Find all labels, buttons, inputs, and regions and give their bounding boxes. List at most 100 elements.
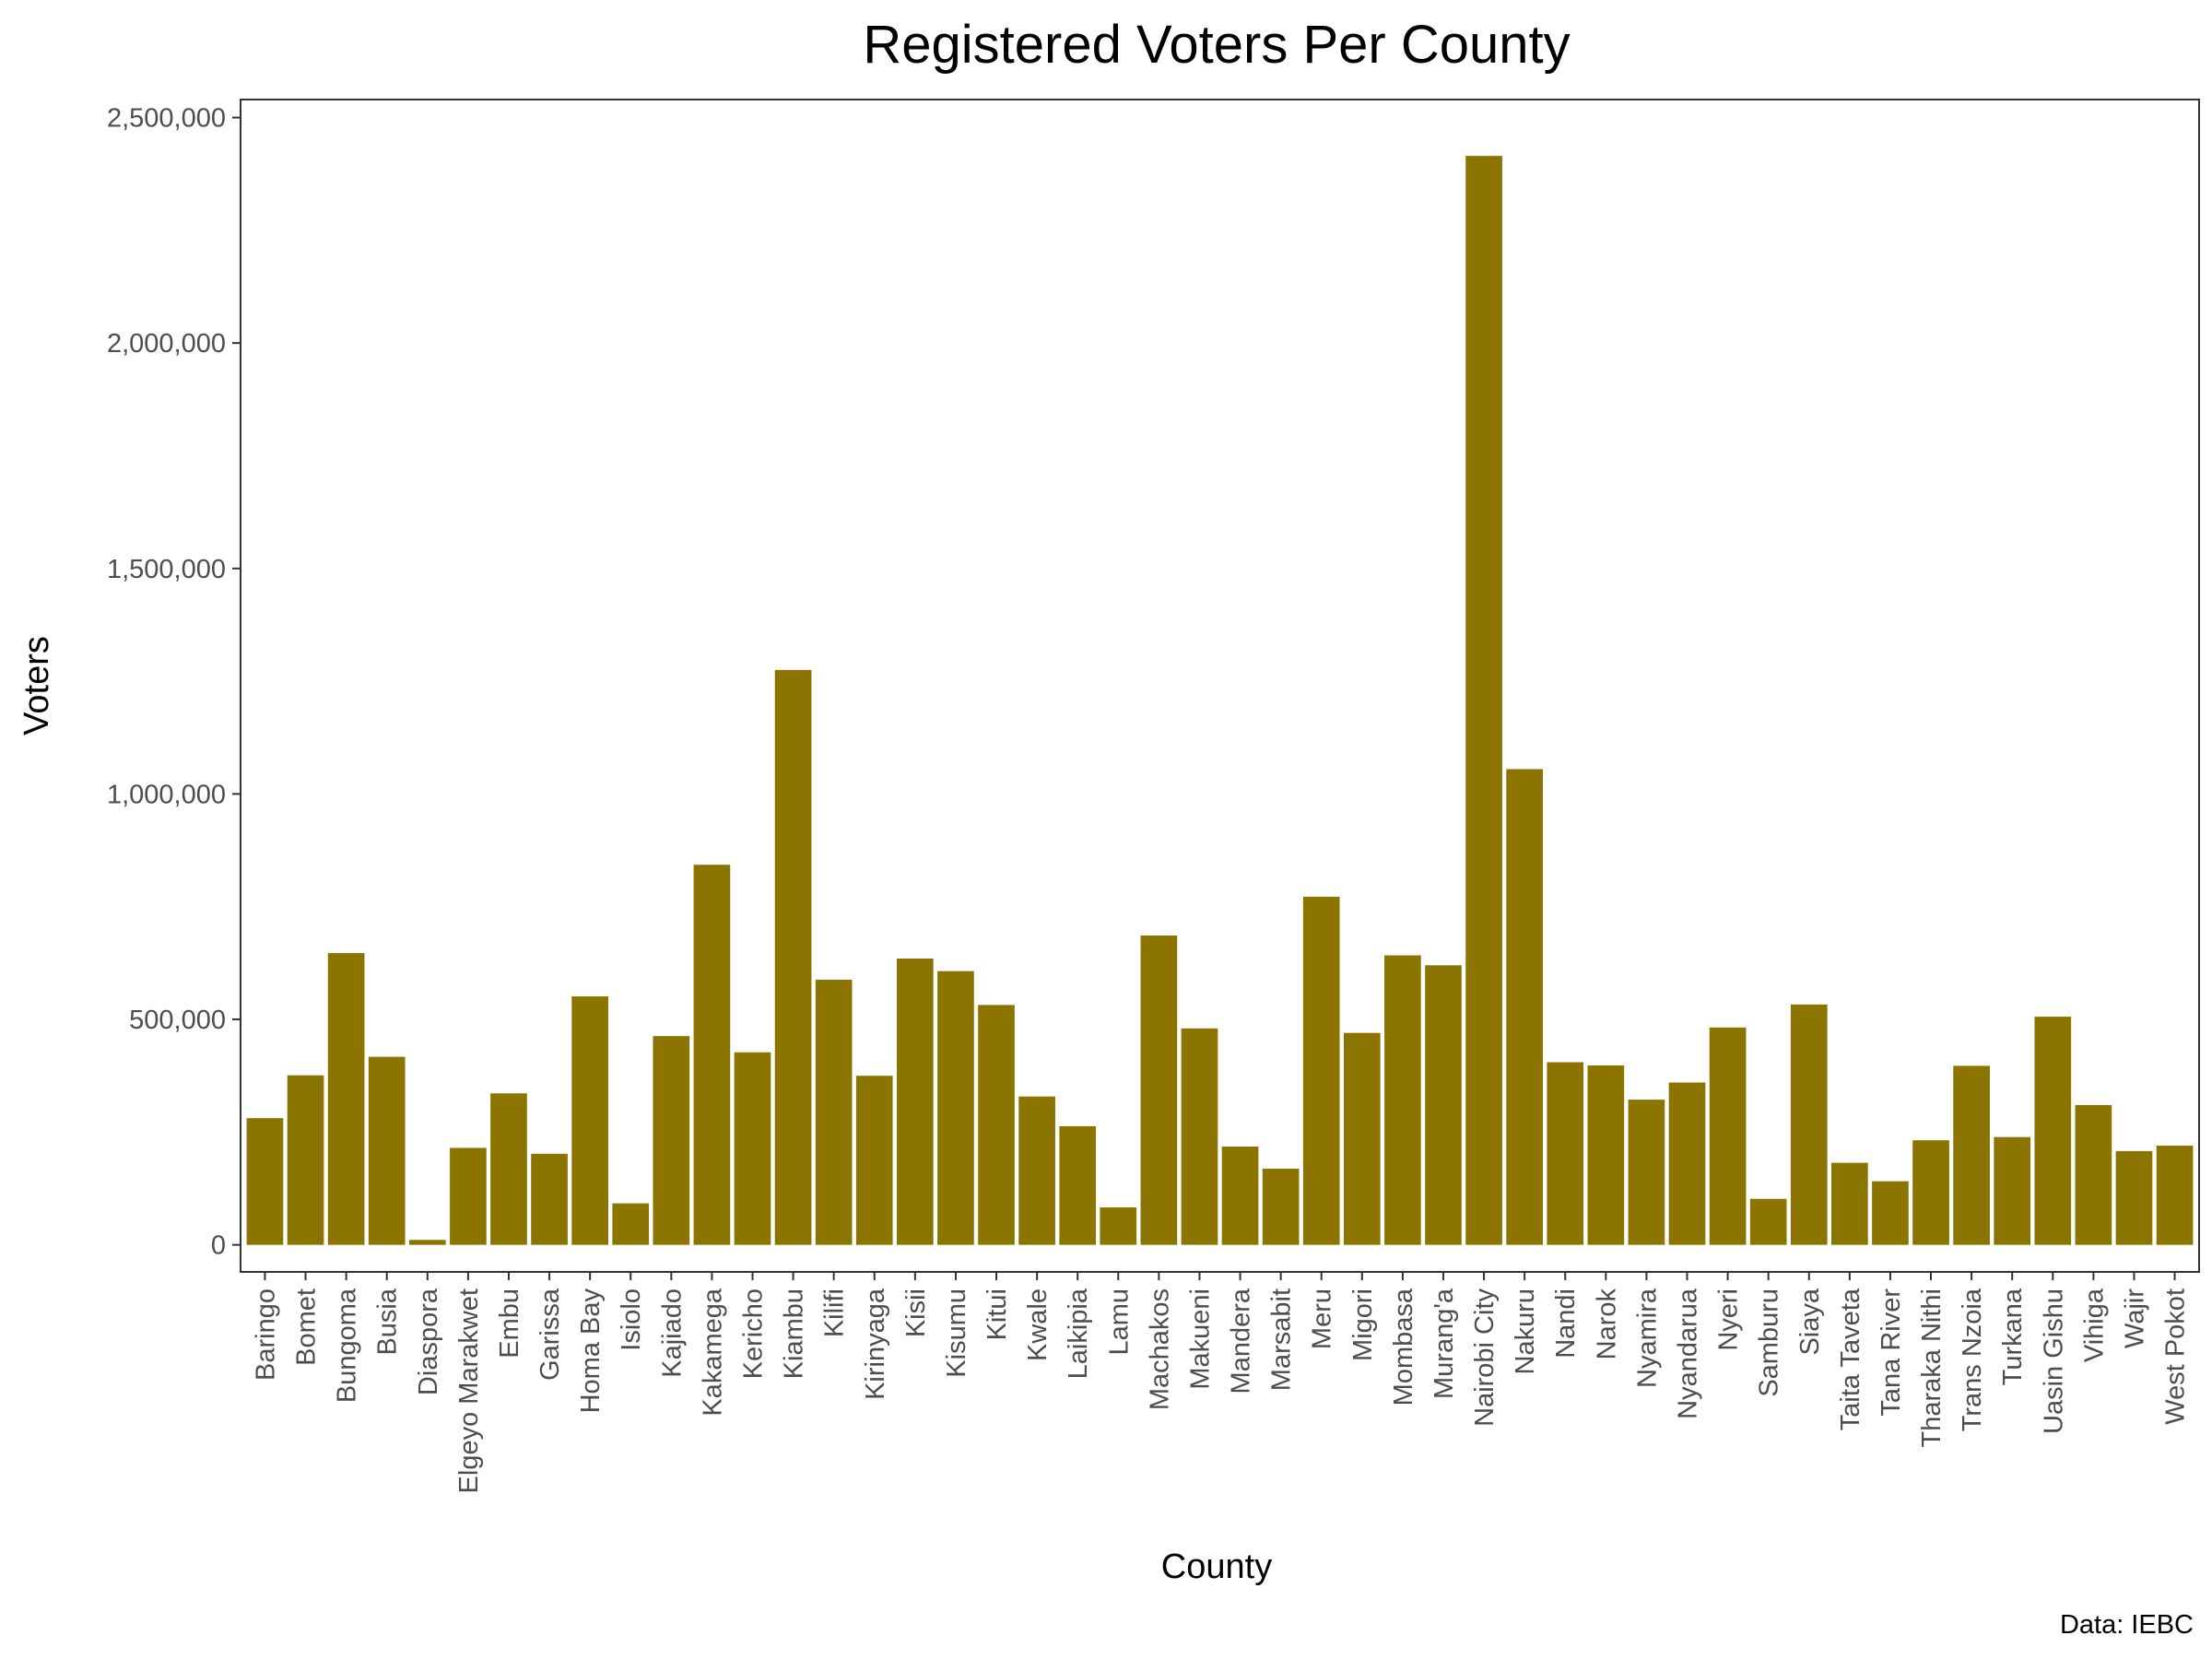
bar-bomet	[287, 1075, 324, 1245]
x-tick-label: Garissa	[535, 1288, 565, 1381]
bar-samburu	[1749, 1198, 1787, 1245]
bar-siaya	[1790, 1004, 1828, 1245]
bar-kwale	[1018, 1096, 1055, 1245]
y-tick-label: 1,500,000	[107, 555, 226, 584]
x-tick-label: Murang'a	[1430, 1288, 1459, 1399]
bar-kitui	[978, 1005, 1015, 1245]
x-tick-label: Samburu	[1755, 1288, 1784, 1397]
bar-trans-nzoia	[1953, 1065, 1990, 1245]
x-tick-label: Mombasa	[1389, 1288, 1418, 1406]
x-tick-label: Baringo	[251, 1288, 280, 1381]
x-tick-label: Nyamira	[1632, 1288, 1662, 1388]
bars	[246, 156, 2194, 1245]
bar-laikipia	[1059, 1125, 1097, 1245]
y-tick-label: 1,000,000	[107, 780, 226, 809]
x-tick-label: Uasin Gishu	[2039, 1288, 2068, 1434]
bar-kiambu	[774, 669, 812, 1245]
x-tick-label: Bungoma	[333, 1288, 362, 1403]
x-tick-label: Busia	[373, 1288, 403, 1355]
bar-nakuru	[1506, 769, 1543, 1245]
x-tick-label: Nakuru	[1511, 1288, 1540, 1375]
bar-isiolo	[612, 1203, 650, 1245]
bar-garissa	[531, 1153, 568, 1245]
x-tick-label: Homa Bay	[576, 1288, 606, 1414]
bar-elgeyo-marakwet	[450, 1147, 487, 1245]
caption: Data: IEBC	[2060, 1610, 2194, 1640]
bar-nairobi-city	[1465, 156, 1502, 1245]
bar-mandera	[1221, 1146, 1259, 1245]
bar-embu	[490, 1093, 527, 1245]
x-tick-label: Kiambu	[780, 1288, 809, 1379]
bar-machakos	[1140, 935, 1178, 1245]
x-tick-label: Elgeyo Marakwet	[454, 1288, 484, 1493]
x-tick-label: Narok	[1592, 1288, 1621, 1360]
bar-mombasa	[1384, 955, 1421, 1245]
x-tick-label: Kilifi	[820, 1288, 850, 1337]
bar-migori	[1343, 1032, 1381, 1245]
bar-nandi	[1547, 1062, 1584, 1245]
x-tick-label: Nyandarua	[1674, 1288, 1703, 1419]
plot-panel	[240, 99, 2200, 1273]
bar-kajiado	[653, 1036, 690, 1245]
y-tick-label: 500,000	[129, 1006, 226, 1035]
x-tick-label: Bomet	[292, 1288, 322, 1366]
x-tick-label: Kericho	[738, 1288, 768, 1379]
x-tick-label: Machakos	[1145, 1288, 1174, 1410]
y-axis: 0 500,000 1,000,000 1,500,000 2,000,000 2,500…	[107, 104, 241, 1261]
bar-nyamira	[1628, 1100, 1665, 1245]
bar-west-pokot	[2156, 1146, 2194, 1245]
bar-diaspora	[408, 1240, 446, 1245]
bar-homa-bay	[571, 996, 608, 1245]
x-tick-label: Taita Taveta	[1836, 1288, 1865, 1430]
bar-marsabit	[1262, 1168, 1300, 1245]
x-tick-label: Kakamega	[698, 1288, 727, 1417]
bar-busia	[368, 1056, 406, 1245]
x-axis: Baringo Bomet Bungoma Busia Diaspora Elgeyo M…	[251, 1272, 2191, 1493]
x-tick-label: Turkana	[1998, 1288, 2028, 1385]
x-tick-label: Marsabit	[1267, 1288, 1297, 1391]
x-tick-label: Trans Nzoia	[1958, 1288, 1987, 1431]
x-tick-label: Embu	[495, 1288, 524, 1359]
bar-kisumu	[937, 971, 974, 1245]
x-axis-title: County	[1161, 1547, 1272, 1586]
x-tick-label: Laikipia	[1064, 1288, 1093, 1379]
x-tick-label: Meru	[1308, 1288, 1337, 1349]
x-tick-label: Vihiga	[2079, 1288, 2109, 1362]
x-tick-label: Nandi	[1551, 1288, 1581, 1359]
bar-tana-river	[1872, 1181, 1909, 1245]
bar-baringo	[246, 1118, 284, 1245]
x-tick-label: Kajiado	[657, 1288, 687, 1378]
x-tick-label: Tharaka Nithi	[1917, 1288, 1947, 1447]
x-tick-label: Lamu	[1104, 1288, 1134, 1356]
x-tick-label: Kitui	[982, 1288, 1012, 1340]
x-tick-label: Kisii	[901, 1288, 931, 1337]
x-tick-label: Mandera	[1227, 1288, 1256, 1394]
x-tick-label: Kwale	[1023, 1288, 1053, 1361]
x-tick-label: Tana River	[1877, 1288, 1906, 1417]
bar-kisii	[897, 958, 934, 1245]
x-tick-label: Siaya	[1795, 1288, 1825, 1355]
bar-murang-a	[1425, 965, 1462, 1245]
y-tick-label: 2,500,000	[107, 104, 226, 134]
x-tick-label: Kisumu	[942, 1288, 971, 1378]
bar-makueni	[1181, 1028, 1218, 1245]
bar-wajir	[2115, 1150, 2153, 1245]
bar-nyeri	[1709, 1027, 1747, 1245]
bar-vihiga	[2075, 1104, 2112, 1245]
x-tick-label: Migori	[1348, 1288, 1378, 1361]
bar-uasin-gishu	[2034, 1017, 2072, 1245]
x-tick-label: Isiolo	[617, 1288, 646, 1351]
y-axis-title: Voters	[18, 636, 56, 735]
x-tick-label: Makueni	[1185, 1288, 1215, 1390]
bar-nyandarua	[1668, 1082, 1706, 1245]
bar-taita-taveta	[1831, 1162, 1868, 1245]
bar-tharaka-nithi	[1912, 1140, 1949, 1245]
bar-turkana	[1994, 1136, 2031, 1245]
y-tick-label: 2,000,000	[107, 329, 226, 359]
x-tick-label: Nyeri	[1714, 1288, 1744, 1351]
bar-kilifi	[815, 979, 853, 1245]
x-tick-label: Wajir	[2120, 1288, 2149, 1348]
bar-bungoma	[327, 953, 365, 1245]
bar-kericho	[734, 1052, 771, 1245]
